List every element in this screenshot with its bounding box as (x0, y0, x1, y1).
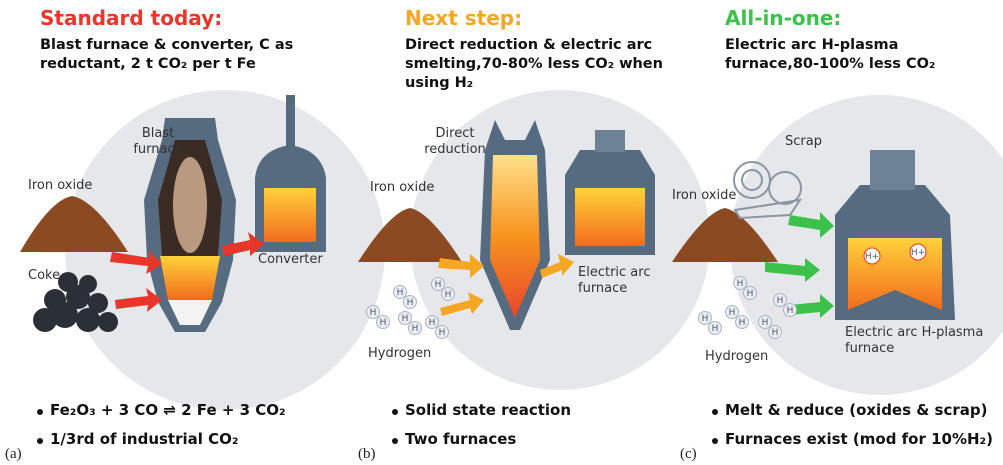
atom-symbol: H (737, 279, 744, 289)
description: Blast furnace & converter, C as reductan… (40, 36, 310, 74)
atom-symbol: H (445, 290, 452, 300)
atom-symbol: H (435, 280, 442, 290)
heading: Standard today: (40, 6, 222, 30)
panel-label: (b) (358, 446, 376, 463)
figure: HHHHHHHHHH H+H+ HHHHHHHHHH Standard toda… (0, 0, 1003, 465)
electrodes (595, 130, 625, 152)
atom-symbol: H (762, 318, 769, 328)
burden (173, 157, 207, 253)
callout: Converter (258, 252, 323, 268)
callout: Iron oxide (672, 188, 736, 204)
ion-symbol: H+ (911, 248, 925, 258)
atom-symbol: H (439, 328, 446, 338)
callout: Electric arc H-plasma furnace (845, 325, 985, 357)
callout: Iron oxide (28, 178, 92, 194)
callout: Scrap (785, 134, 822, 150)
bullet: Furnaces exist (mod for 10%H₂) (725, 430, 993, 448)
atom-symbol: H (412, 324, 419, 334)
callout: Hydrogen (705, 349, 768, 365)
atom-symbol: H (787, 306, 794, 316)
atom-symbol: H (739, 318, 746, 328)
bullet: 1/3rd of industrial CO₂ (50, 430, 238, 448)
bullet: Fe₂O₃ + 3 CO ⇌ 2 Fe + 3 CO₂ (50, 401, 286, 419)
description: Electric arc H-plasma furnace,80-100% le… (725, 36, 985, 74)
atom-symbol: H (407, 298, 414, 308)
callout: Blast furnace (128, 126, 188, 158)
converter-lance (286, 95, 295, 150)
callout: Iron oxide (370, 180, 434, 196)
electrodes (870, 150, 915, 190)
bullet: Solid state reaction (405, 401, 571, 419)
converter-melt (264, 188, 316, 242)
hearth (160, 256, 220, 300)
atom-symbol: H (370, 308, 377, 318)
bullet: Two furnaces (405, 430, 516, 448)
atom-symbol: H (702, 314, 709, 324)
panel-label: (a) (5, 446, 22, 463)
heading: All-in-one: (725, 6, 841, 30)
heading: Next step: (405, 6, 522, 30)
arc-melt (575, 188, 645, 246)
atom-symbol: H (777, 296, 784, 306)
bullet: Melt & reduce (oxides & scrap) (725, 401, 988, 419)
atom-symbol: H (712, 324, 719, 334)
callout: Hydrogen (368, 346, 431, 362)
callout: Direct reduction (420, 126, 490, 158)
atom-symbol: H (380, 318, 387, 328)
atom-symbol: H (429, 318, 436, 328)
callout: Electric arc furnace (578, 265, 658, 297)
description: Direct reduction & electric arc smelting… (405, 36, 675, 93)
ion-symbol: H+ (865, 252, 879, 262)
atom-symbol: H (772, 328, 779, 338)
atom-symbol: H (729, 308, 736, 318)
atom-symbol: H (402, 314, 409, 324)
atom-symbol: H (397, 288, 404, 298)
callout: Coke (28, 268, 60, 284)
panel-label: (c) (680, 446, 697, 463)
atom-symbol: H (747, 289, 754, 299)
